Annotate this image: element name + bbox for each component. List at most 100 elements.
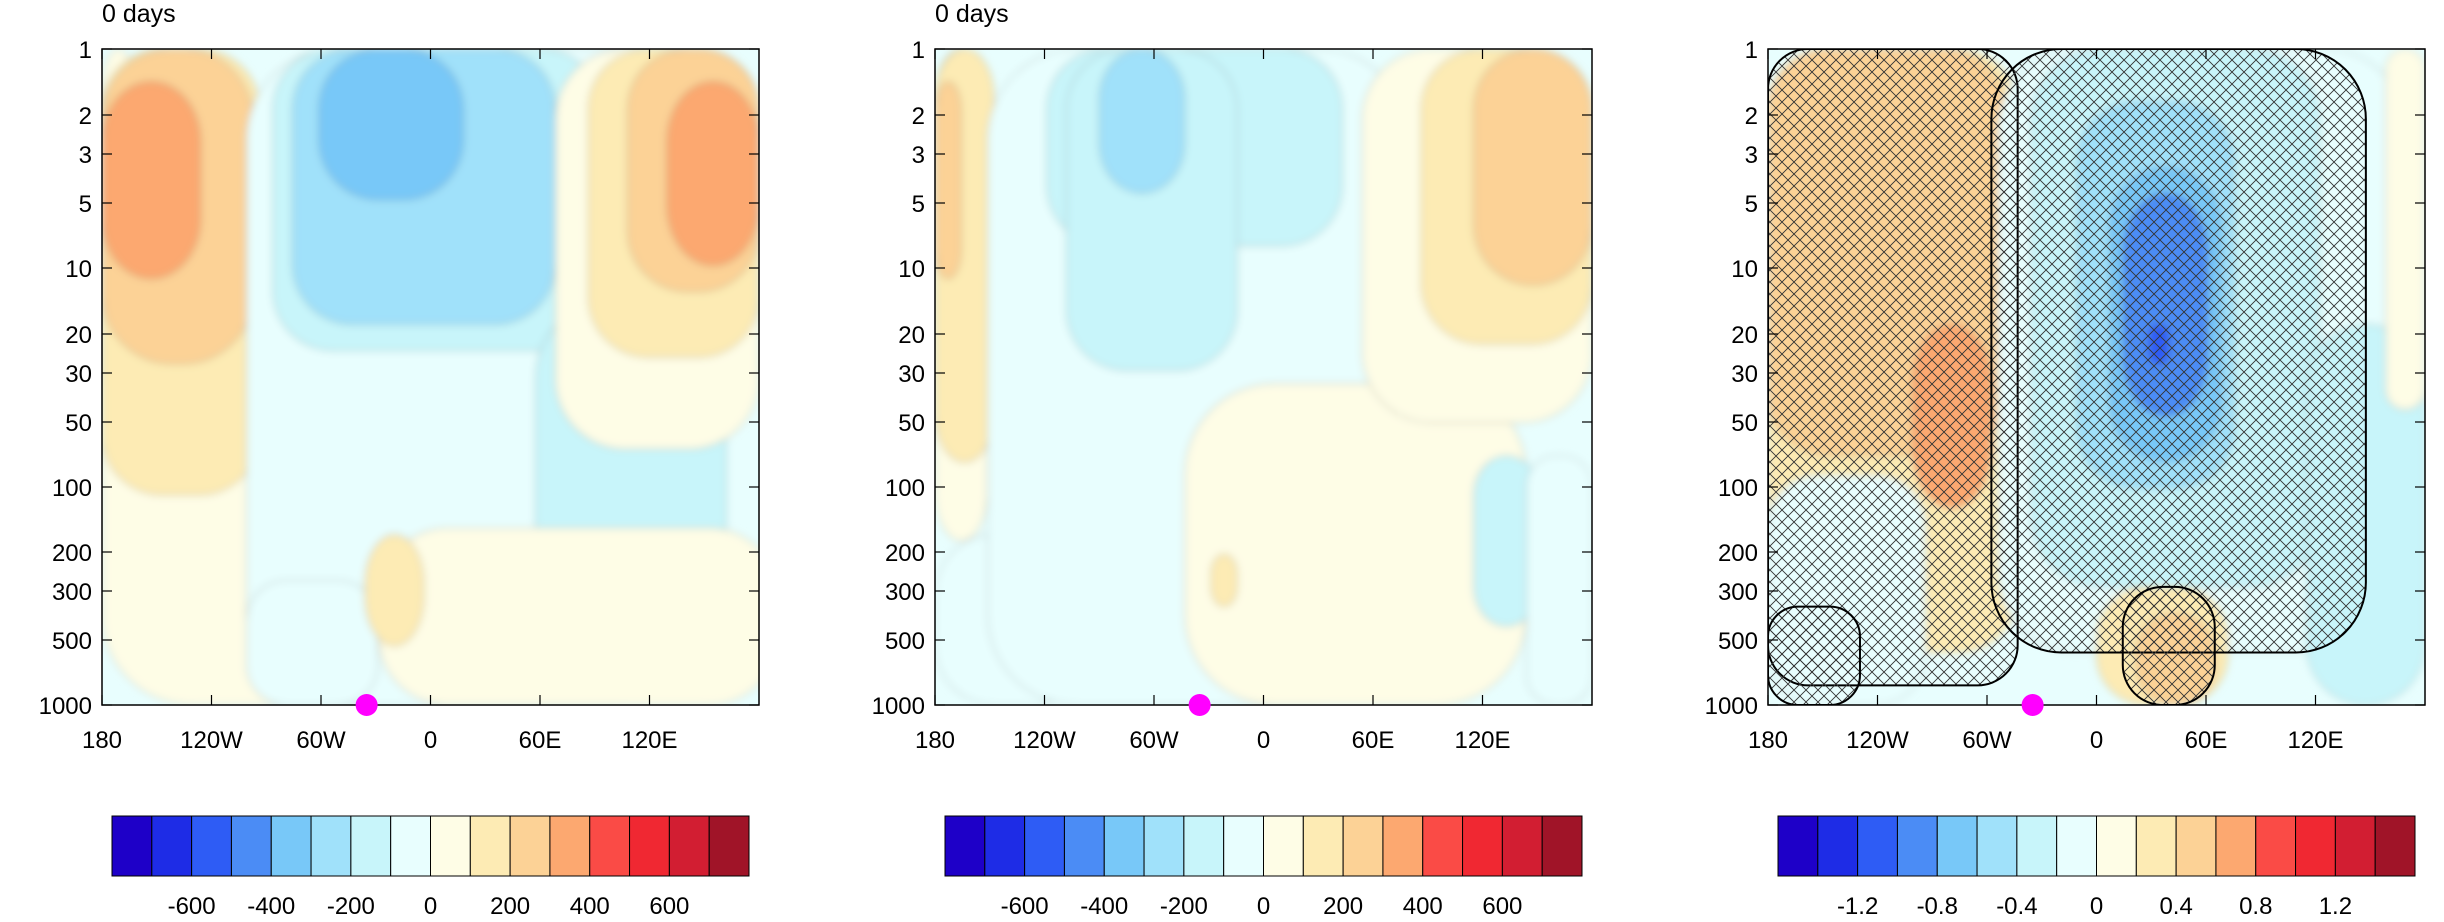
y-tick-label: 1000 bbox=[872, 693, 925, 720]
colorbar-swatch bbox=[2175, 815, 2217, 877]
colorbar-swatch bbox=[589, 815, 631, 877]
x-tick-label: 60E bbox=[1352, 727, 1395, 754]
significance-hatch bbox=[1768, 49, 2019, 687]
colorbar-swatch bbox=[549, 815, 591, 877]
y-tick-label: 500 bbox=[52, 628, 92, 655]
colorbar-label: 400 bbox=[570, 893, 610, 917]
y-tick-label: 5 bbox=[912, 191, 925, 218]
colorbar-swatch bbox=[2374, 815, 2416, 877]
contour-region bbox=[1525, 455, 1592, 705]
colorbar-swatch bbox=[2056, 815, 2097, 877]
colorbar-swatch bbox=[944, 815, 986, 877]
colorbar-swatch bbox=[2096, 815, 2137, 877]
y-tick-label: 10 bbox=[65, 256, 92, 283]
colorbar-swatch bbox=[1976, 815, 2018, 877]
panel-title: 0 days bbox=[935, 0, 1009, 28]
y-tick-label: 3 bbox=[79, 142, 92, 169]
y-tick-label: 500 bbox=[885, 628, 925, 655]
y-tick-label: 500 bbox=[1718, 628, 1758, 655]
x-tick-label: 180 bbox=[82, 727, 122, 754]
panel-title: 0 days bbox=[102, 0, 176, 28]
colorbar-label: 0 bbox=[1257, 893, 1270, 917]
y-tick-label: 1 bbox=[79, 37, 92, 64]
colorbar-swatch bbox=[310, 815, 352, 877]
colorbar-label: 600 bbox=[1482, 893, 1522, 917]
colorbar-label: 0.8 bbox=[2239, 893, 2272, 917]
colorbar-label: -0.8 bbox=[1917, 893, 1958, 917]
colorbar-label: 1.2 bbox=[2319, 893, 2352, 917]
location-marker bbox=[2021, 694, 2044, 716]
y-tick-label: 200 bbox=[885, 540, 925, 567]
contour-field bbox=[102, 49, 759, 705]
colorbar-swatch bbox=[469, 815, 511, 877]
y-tick-label: 1 bbox=[912, 37, 925, 64]
contour-region bbox=[1473, 49, 1592, 286]
colorbar-swatch bbox=[1223, 815, 1264, 877]
contour-region bbox=[1098, 49, 1186, 194]
y-tick-label: 50 bbox=[898, 410, 925, 437]
y-tick-label: 20 bbox=[65, 322, 92, 349]
contour-field bbox=[935, 49, 1592, 705]
colorbar-label: 0 bbox=[2090, 893, 2103, 917]
y-tick-label: 20 bbox=[1731, 322, 1758, 349]
colorbar-swatch bbox=[1857, 815, 1898, 877]
colorbar-label: -1.2 bbox=[1837, 893, 1878, 917]
panel-1: 0 days 1 2 3 5 10 20 30 50 100 200 300 500 1000 180 120… bbox=[39, 0, 760, 920]
contour-region bbox=[935, 81, 962, 279]
x-tick-label: 120E bbox=[621, 727, 677, 754]
y-tick-label: 3 bbox=[912, 142, 925, 169]
contour-region bbox=[246, 579, 379, 705]
y-tick-label: 300 bbox=[52, 579, 92, 606]
colorbar-swatch bbox=[191, 815, 232, 877]
colorbar-swatch bbox=[430, 815, 471, 877]
y-tick-label: 300 bbox=[885, 579, 925, 606]
colorbar-swatch bbox=[1817, 815, 1859, 877]
colorbar-swatch bbox=[1103, 815, 1145, 877]
colorbar-swatch bbox=[1541, 815, 1583, 877]
colorbar-swatch bbox=[2334, 815, 2376, 877]
colorbar-swatch bbox=[1936, 815, 1978, 877]
significance-hatch bbox=[1990, 49, 2367, 654]
colorbar-swatch bbox=[390, 815, 431, 877]
colorbar-swatch bbox=[1777, 815, 1819, 877]
x-tick-label: 180 bbox=[1748, 727, 1788, 754]
contour-region bbox=[1210, 553, 1238, 607]
x-tick-label: 0 bbox=[1257, 727, 1270, 754]
y-tick-label: 30 bbox=[1731, 361, 1758, 388]
colorbar-label: 0 bbox=[424, 893, 437, 917]
y-tick-label: 20 bbox=[898, 322, 925, 349]
y-tick-label: 10 bbox=[898, 256, 925, 283]
colorbar-label: 200 bbox=[490, 893, 530, 917]
colorbar-label: -200 bbox=[327, 893, 375, 917]
colorbar-swatch bbox=[2255, 815, 2297, 877]
x-tick-label: 60W bbox=[296, 727, 346, 754]
colorbar-swatch bbox=[1302, 815, 1344, 877]
y-tick-label: 2 bbox=[1745, 103, 1758, 130]
contour-region bbox=[377, 527, 759, 705]
x-tick-label: 120W bbox=[1013, 727, 1076, 754]
significance-hatch bbox=[2121, 585, 2216, 705]
y-tick-label: 1000 bbox=[39, 693, 92, 720]
y-tick-label: 30 bbox=[65, 361, 92, 388]
colorbar-swatch bbox=[708, 815, 750, 877]
contour-region bbox=[364, 534, 425, 647]
colorbar-swatch bbox=[350, 815, 392, 877]
panel-3: 1 2 3 5 10 20 30 50 100 200 300 500 1000 180 120W 60W 0 6… bbox=[1705, 37, 2426, 920]
colorbar-label: -600 bbox=[1001, 893, 1049, 917]
y-tick-label: 10 bbox=[1731, 256, 1758, 283]
contour-region bbox=[102, 81, 201, 279]
y-tick-label: 1 bbox=[1745, 37, 1758, 64]
y-tick-label: 50 bbox=[65, 410, 92, 437]
contour-region bbox=[2385, 49, 2425, 411]
location-marker bbox=[355, 694, 378, 716]
y-tick-label: 300 bbox=[1718, 579, 1758, 606]
y-tick-label: 100 bbox=[1718, 475, 1758, 502]
colorbar-label: -200 bbox=[1160, 893, 1208, 917]
colorbar-swatch bbox=[1422, 815, 1464, 877]
colorbar-swatch bbox=[2295, 815, 2336, 877]
colorbar-swatch bbox=[1263, 815, 1304, 877]
colorbar-swatch bbox=[1896, 815, 1938, 877]
y-tick-label: 2 bbox=[79, 103, 92, 130]
colorbar: -1.2 -0.8 -0.4 0 0.4 0.8 1.2 bbox=[1777, 815, 2416, 920]
